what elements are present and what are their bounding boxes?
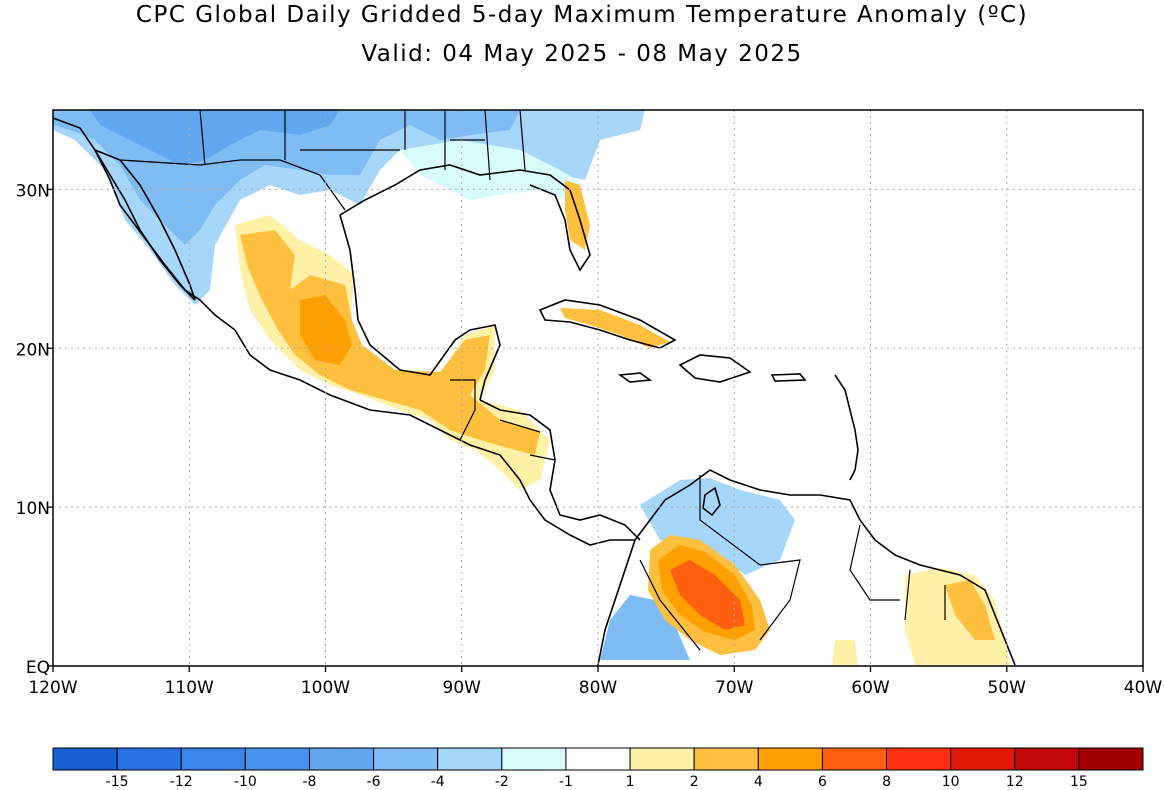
anomaly-colombia-blue-west — [600, 595, 690, 660]
colorbar-swatch — [373, 747, 439, 771]
colorbar-label: -6 — [367, 774, 381, 790]
colorbar-label: -8 — [302, 774, 316, 790]
colorbar-swatch — [1078, 747, 1144, 771]
colorbar-swatch — [1014, 747, 1080, 771]
grid — [53, 110, 1143, 666]
colorbar-label: 4 — [754, 774, 763, 790]
anomaly-layer — [53, 110, 1010, 665]
colorbar-label: -12 — [170, 774, 193, 790]
colorbar-swatch — [629, 747, 695, 771]
border-south-america — [639, 475, 946, 651]
colorbar-swatch — [52, 747, 118, 771]
coastline-lake-maracaibo — [702, 486, 721, 517]
colorbar-swatch — [693, 747, 759, 771]
axes: 120W 110W 100W 90W 80W 70W 60W 50W 40W EQ 10N 20N 30… — [16, 181, 1163, 698]
x-tick-label: 50W — [988, 678, 1027, 698]
y-tick-label: EQ — [26, 658, 50, 678]
colorbar-swatch — [244, 747, 310, 771]
colorbar-label: -10 — [234, 774, 257, 790]
colorbar-label: -15 — [106, 774, 129, 790]
anomaly-amazon-yellow — [832, 640, 858, 665]
colorbar-swatch — [308, 747, 375, 771]
x-tick-label: 100W — [301, 678, 350, 698]
coastline-central-america — [479, 399, 641, 541]
map-title: CPC Global Daily Gridded 5-day Maximum T… — [135, 2, 1029, 28]
colorbar-label: 12 — [1006, 774, 1024, 790]
coastline-hispaniola — [678, 354, 752, 383]
colorbar-label: -2 — [495, 774, 509, 790]
anomaly-southwest-us-strong — [90, 110, 340, 165]
colorbar-swatch — [886, 747, 952, 771]
colorbar-swatch — [180, 747, 246, 771]
map-subtitle: Valid: 04 May 2025 - 08 May 2025 — [361, 41, 803, 67]
colorbar: -15 -12 -10 -8 -6 -4 -2 -1 1 2 4 6 8 10 12 15 — [52, 747, 1144, 790]
colorbar-swatch — [116, 747, 182, 771]
colorbar-label: 8 — [882, 774, 891, 790]
coastline-lesser-antilles — [834, 374, 859, 481]
coastline-baja — [93, 148, 196, 301]
x-tick-label: 90W — [443, 678, 482, 698]
colorbar-swatch — [565, 747, 631, 771]
colorbar-label: 1 — [626, 774, 635, 790]
colorbar-label: -4 — [431, 774, 445, 790]
coastline-mexico-gulf — [339, 214, 501, 401]
colorbar-label: 15 — [1070, 774, 1088, 790]
colorbar-label: 6 — [818, 774, 827, 790]
colorbar-swatch — [950, 747, 1016, 771]
y-tick-label: 10N — [16, 499, 50, 519]
colorbar-swatch — [501, 747, 567, 771]
anomaly-texas-light — [400, 140, 585, 200]
coastline-south-america — [634, 469, 1016, 666]
anomaly-mexico-core — [300, 295, 352, 365]
anomaly-guianas-orange — [945, 580, 995, 640]
x-tick-label: 80W — [579, 678, 618, 698]
y-tick-label: 20N — [16, 340, 50, 360]
x-tick-label: 120W — [28, 678, 77, 698]
colorbar-swatch — [757, 747, 823, 771]
y-tick-label: 30N — [16, 181, 50, 201]
colorbar-label: 2 — [690, 774, 699, 790]
anomaly-mexico-orange — [240, 230, 540, 455]
border-states — [199, 110, 526, 181]
x-tick-label: 70W — [715, 678, 754, 698]
anomaly-venezuela-light-blue — [640, 478, 795, 575]
anomaly-colombia-hot-core — [670, 560, 745, 630]
x-tick-label: 40W — [1124, 678, 1163, 698]
coastline-jamaica — [617, 372, 653, 383]
colorbar-swatch — [437, 747, 503, 771]
border-us-mexico — [119, 159, 346, 211]
coastline-puerto-rico — [770, 373, 807, 382]
colorbar-swatch — [821, 747, 888, 771]
border-central-america — [450, 379, 556, 461]
colorbar-label: -1 — [559, 774, 573, 790]
coastline-colombia-pacific — [597, 539, 636, 666]
anomaly-cuba — [560, 308, 670, 348]
coastline-pacific-mexico — [53, 117, 635, 546]
coastline-gulf — [339, 164, 591, 272]
x-tick-label: 110W — [165, 678, 214, 698]
x-tick-label: 60W — [851, 678, 890, 698]
colorbar-label: 10 — [942, 774, 960, 790]
